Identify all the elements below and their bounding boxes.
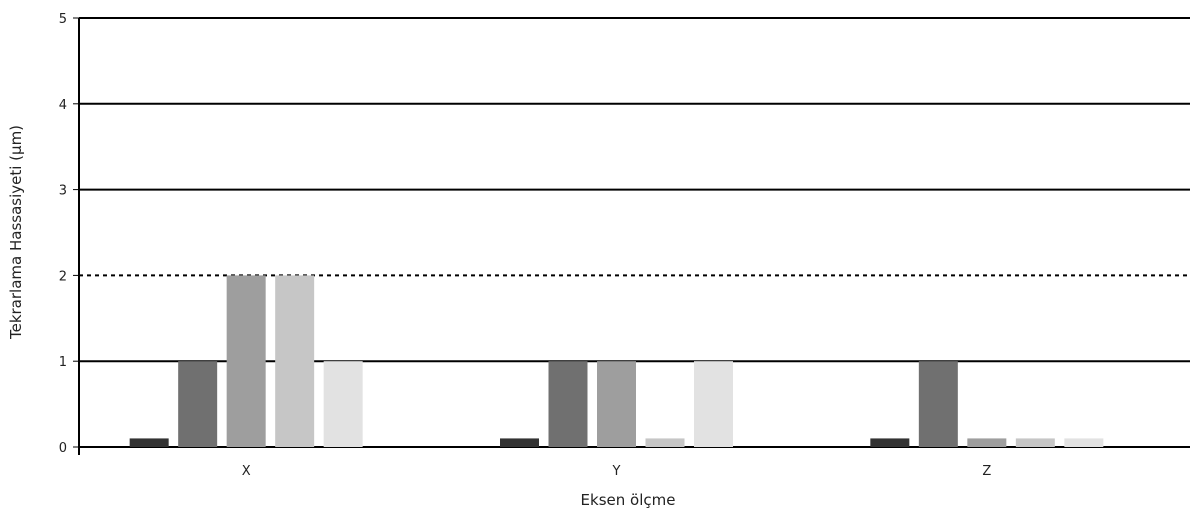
y-tick-label: 2 [59,269,67,284]
bar-z-3 [967,438,1007,447]
bar-x-5 [323,361,363,447]
x-tick-label: Y [612,464,621,479]
bar-y-3 [597,361,636,447]
bar-y-4 [645,438,685,447]
bars [129,275,1104,447]
x-axis-title: Eksen ölçme [581,491,676,509]
bar-x-1 [129,438,169,447]
y-tick-label: 0 [59,441,67,456]
bar-x-2 [178,361,218,447]
y-tick-labels: 0 1 2 3 4 5 [59,12,79,456]
bar-z-4 [1015,438,1055,447]
x-tick-label: Z [982,464,991,479]
bar-z-1 [870,438,910,447]
y-tick-label: 5 [59,12,67,27]
y-tick-label: 3 [59,184,67,199]
bar-y-2 [548,361,588,447]
bar-y-1 [500,438,539,447]
bar-x-4 [275,275,315,447]
x-tick-label: X [242,464,251,479]
y-tick-label: 1 [59,355,67,370]
bar-y-5 [694,361,733,447]
y-axis-title: Tekrarlama Hassasiyeti (µm) [7,125,25,340]
x-tick-labels: X Y Z [242,464,992,479]
bar-z-5 [1064,438,1104,447]
y-tick-label: 4 [59,98,67,113]
bar-x-3 [226,275,266,447]
bar-z-2 [918,361,958,447]
